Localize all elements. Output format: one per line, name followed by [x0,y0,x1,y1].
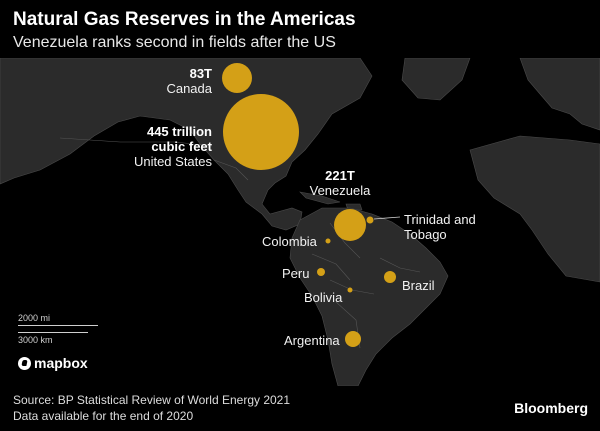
label-colombia: Colombia [262,234,317,249]
bloomberg-logo: Bloomberg [514,400,588,416]
label-value: 221T [325,168,355,183]
chart-header: Natural Gas Reserves in the Americas Ven… [13,8,590,53]
label-canada: 83T Canada [140,66,212,96]
mapbox-logo-icon [18,357,31,370]
landmass-greenland [401,58,471,101]
bubble-colombia [325,238,331,244]
map-scale: 2000 mi 3000 km [18,313,98,345]
bubble-venezuela [334,209,366,241]
landmass-africa [469,135,600,283]
label-country: United States [133,154,212,169]
map-canvas[interactable]: 83T Canada 445 trillion cubic feet Unite… [0,58,600,386]
label-trinidad-and-tobago: Trinidad and Tobago [404,212,476,242]
label-united-states: 445 trillion cubic feet United States [120,124,212,169]
label-brazil: Brazil [402,278,435,293]
bubble-argentina [345,331,361,347]
bubble-trinidad-and-tobago [366,216,374,224]
label-value: 83T [189,66,212,81]
landmass-europe [519,58,600,131]
scale-metric: 3000 km [18,335,53,345]
data-note: Data available for the end of 2020 [13,409,194,423]
mapbox-attribution[interactable]: mapbox [18,355,88,371]
label-country: Canada [166,81,212,96]
source-note: Source: BP Statistical Review of World E… [13,393,291,407]
leader-line-trinidad [373,216,401,220]
landmass-south-america [289,207,449,386]
country-borders [59,137,421,349]
label-venezuela: 221T Venezuela [300,168,380,198]
label-argentina: Argentina [284,333,340,348]
bubble-united-states [223,94,299,170]
scale-bar-imperial [18,325,98,326]
bubble-brazil [384,271,396,283]
page-subtitle: Venezuela ranks second in fields after t… [13,34,336,51]
bubble-peru [317,268,325,276]
scale-imperial: 2000 mi [18,313,51,323]
label-value: 445 trillion cubic feet [146,124,212,154]
page-title: Natural Gas Reserves in the Americas [13,9,356,30]
scale-bar-metric [18,332,88,333]
label-country: Venezuela [309,183,371,198]
label-bolivia: Bolivia [304,290,343,305]
map-svg [0,58,600,386]
bubble-bolivia [347,287,353,293]
bubble-canada [222,63,252,93]
chart-footer: Source: BP Statistical Review of World E… [13,392,290,424]
label-peru: Peru [282,266,310,281]
mapbox-wordmark: mapbox [34,355,88,371]
landmass-cuba [299,191,341,205]
